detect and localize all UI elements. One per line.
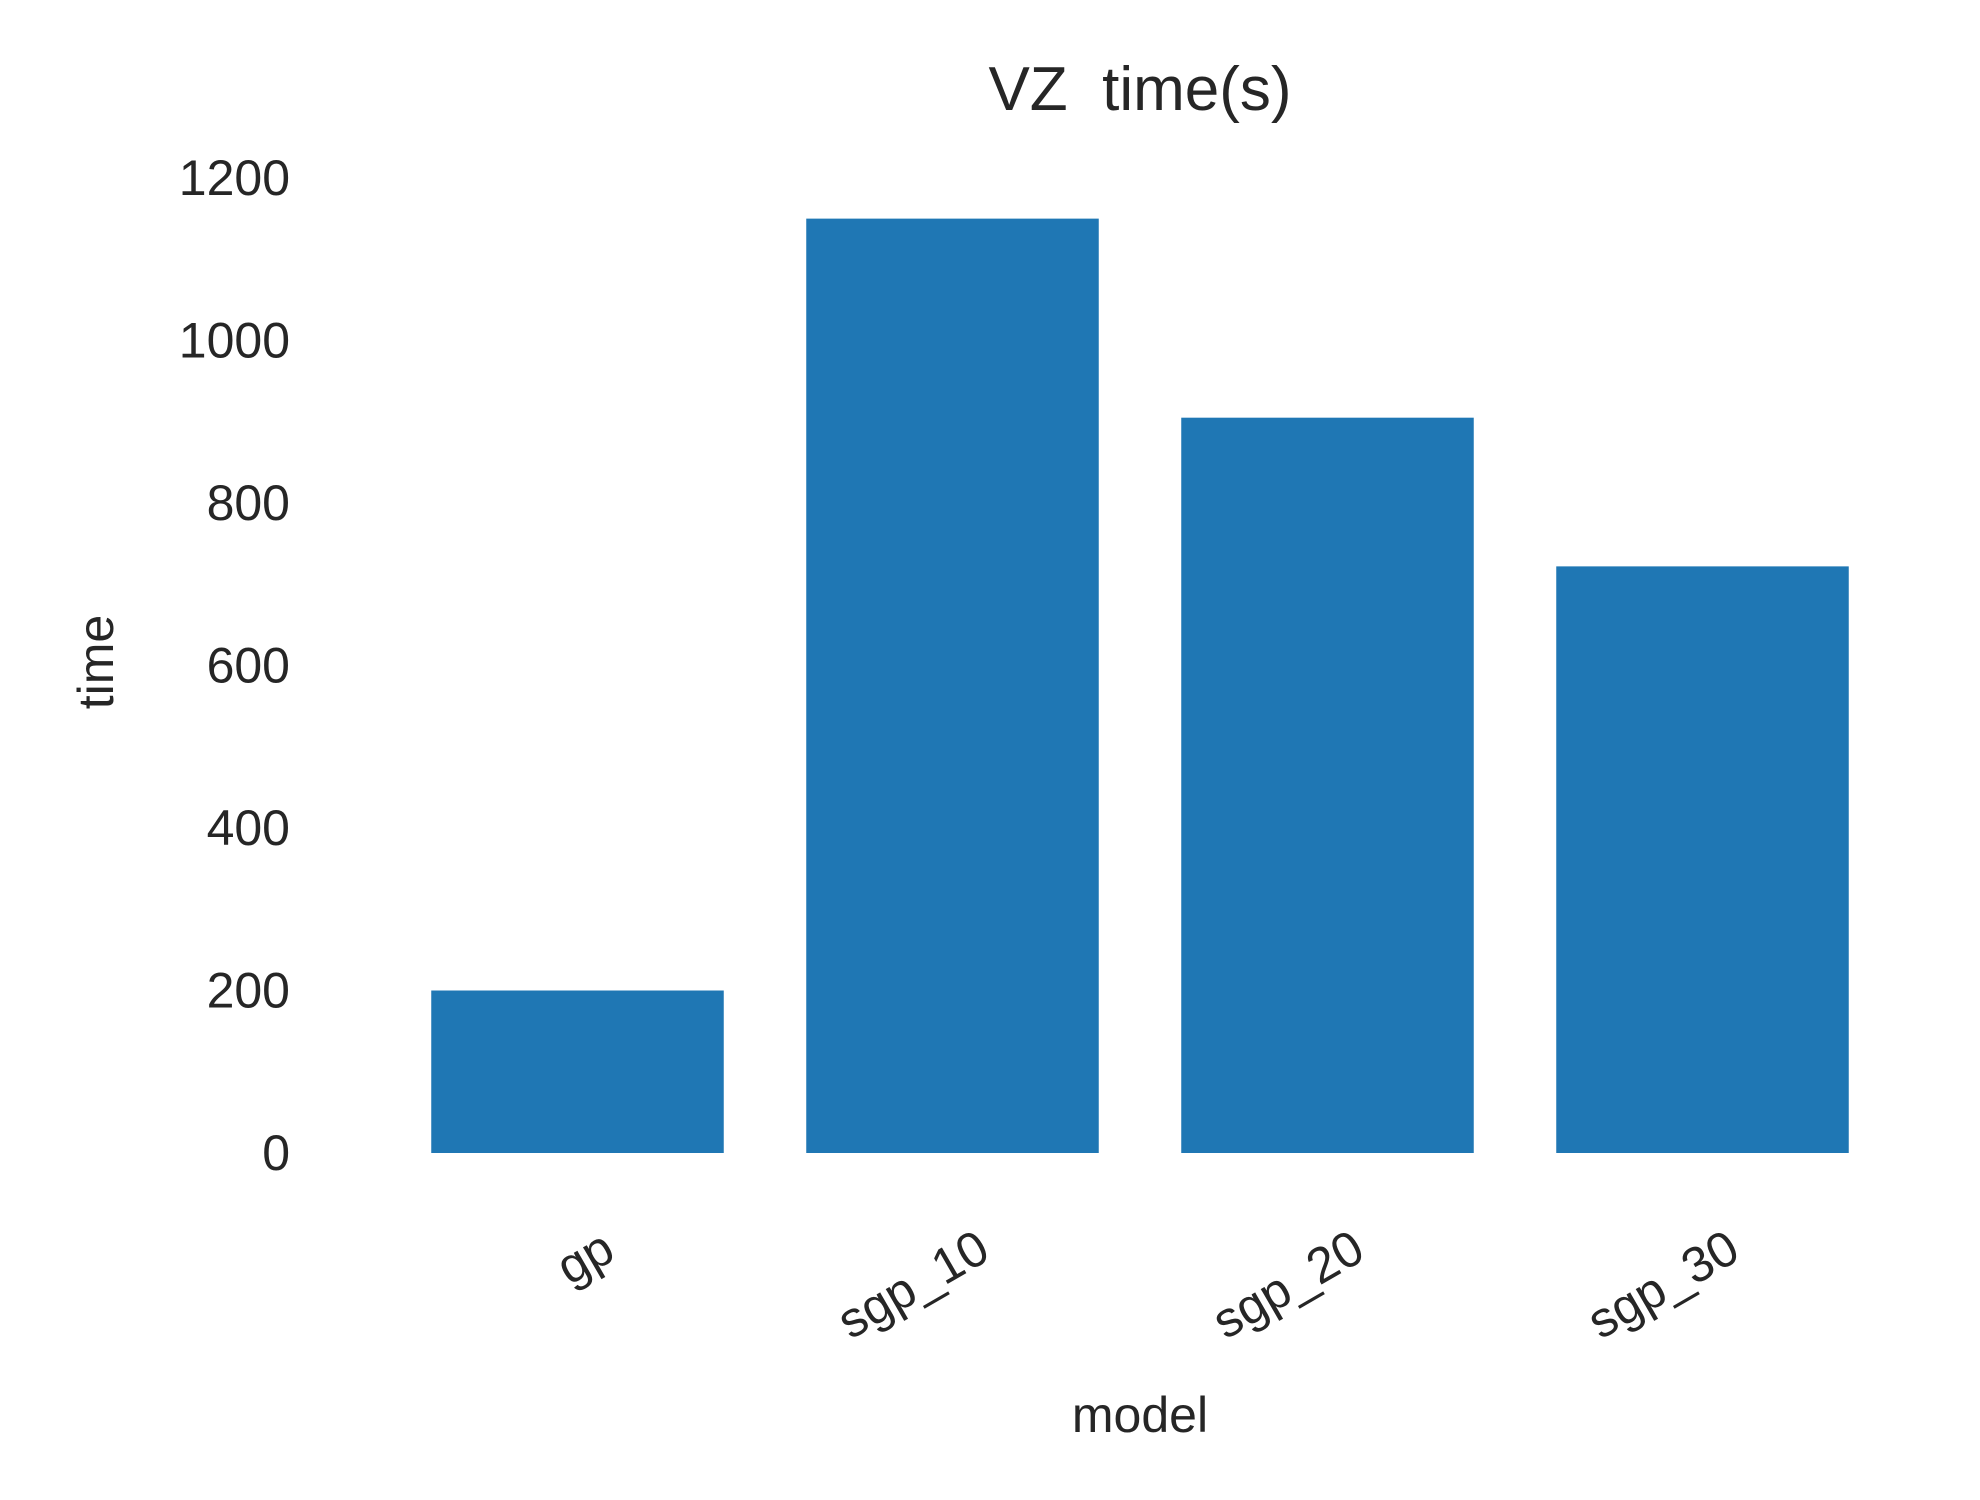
bar-sgp-10	[806, 218, 1099, 1153]
y-tick-label: 0	[262, 1125, 290, 1181]
bar-sgp-30	[1556, 566, 1849, 1153]
bars-group	[431, 218, 1849, 1153]
y-tick-label: 600	[207, 638, 290, 694]
bar-gp	[431, 990, 724, 1153]
y-axis-label: time	[68, 615, 124, 709]
y-tick-label: 1000	[179, 313, 290, 369]
chart-title: VZ time(s)	[988, 55, 1291, 124]
y-tick-label: 400	[207, 800, 290, 856]
y-tick-label: 1200	[179, 150, 290, 206]
y-tick-label: 800	[207, 475, 290, 531]
bar-sgp-20	[1181, 417, 1474, 1153]
y-tick-label: 200	[207, 963, 290, 1019]
y-axis-ticks: 0 200 400 600 800 1000 1200	[179, 150, 290, 1181]
x-axis-label: model	[1072, 1387, 1208, 1443]
